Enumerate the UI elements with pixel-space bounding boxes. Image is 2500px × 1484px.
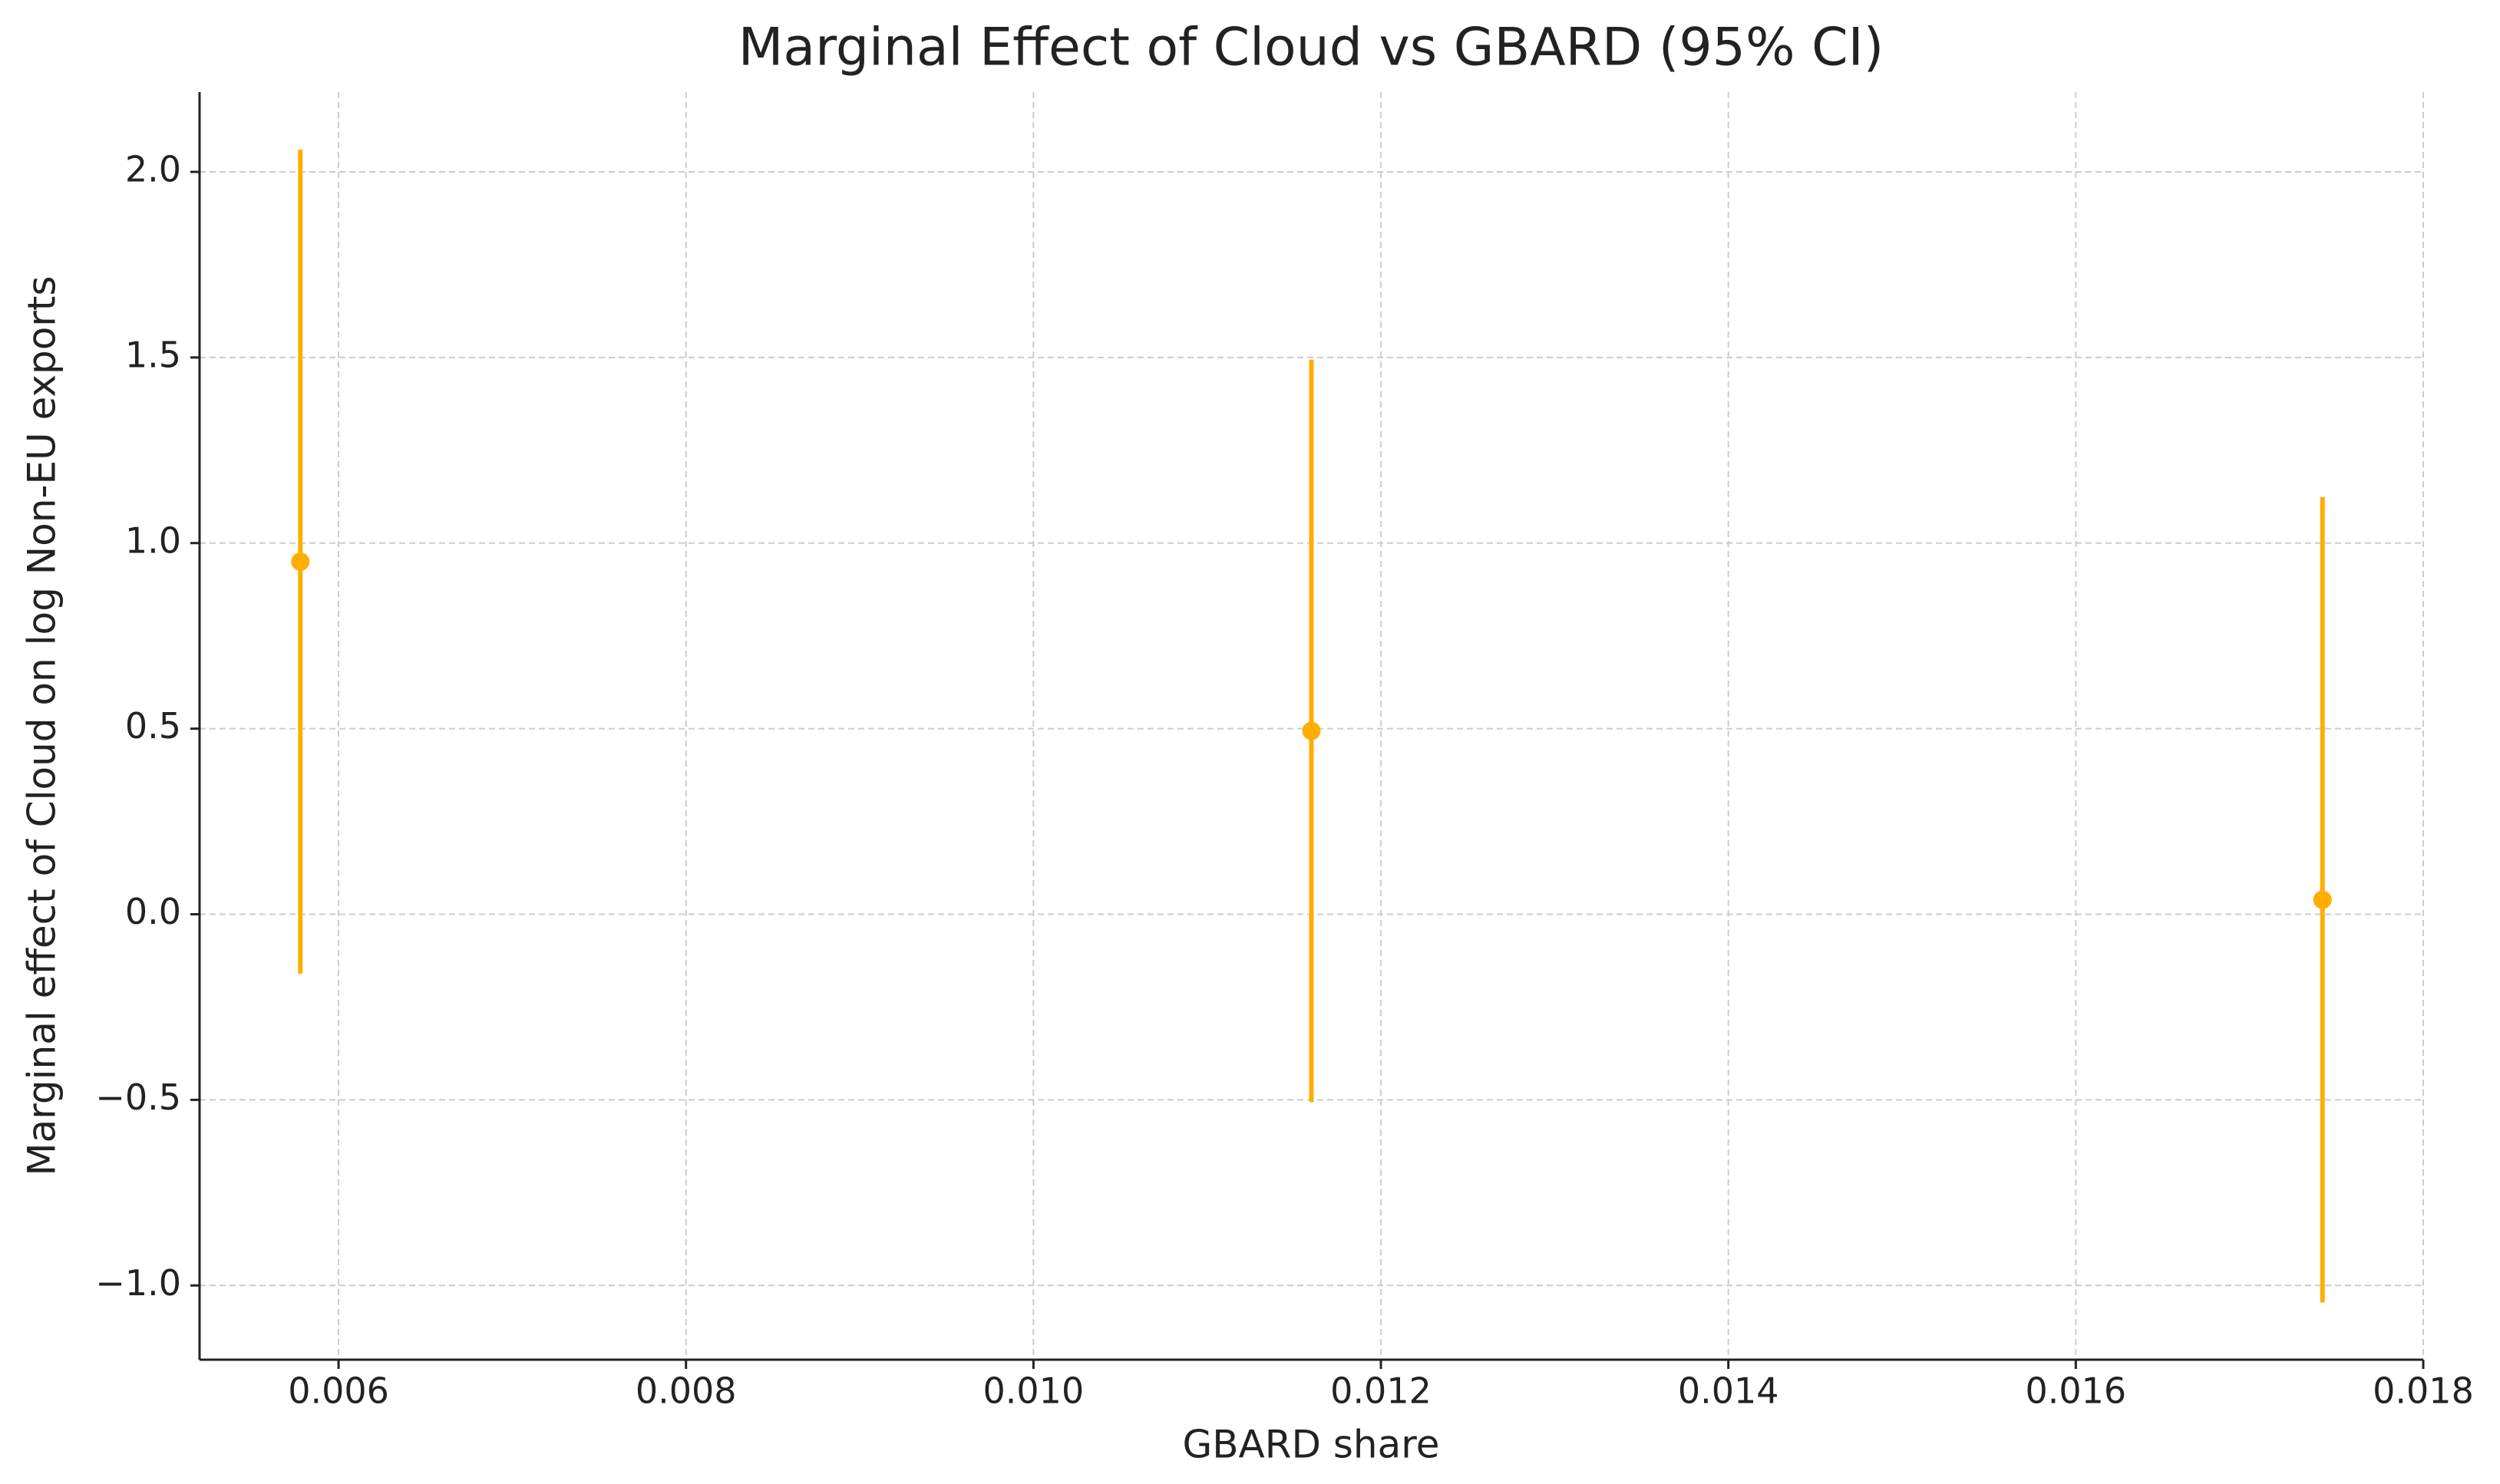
point bbox=[2313, 890, 2332, 909]
x-tick-label: 0.008 bbox=[636, 1370, 737, 1412]
x-tick-label: 0.016 bbox=[2025, 1370, 2126, 1412]
chart-title: Marginal Effect of Cloud vs GBARD (95% C… bbox=[738, 18, 1884, 78]
x-tick-label: 0.014 bbox=[1678, 1370, 1779, 1412]
y-axis-label: Marginal effect of Cloud on log Non-EU e… bbox=[20, 275, 64, 1176]
point bbox=[1302, 721, 1321, 740]
y-tick-label: 0.5 bbox=[125, 705, 181, 747]
y-tick-label: 0.0 bbox=[125, 891, 181, 932]
x-tick-label: 0.018 bbox=[2373, 1370, 2474, 1412]
y-tick-label: 2.0 bbox=[125, 149, 181, 190]
x-tick-label: 0.006 bbox=[288, 1370, 389, 1412]
y-tick-label: 1.0 bbox=[125, 519, 181, 561]
x-axis-label: GBARD share bbox=[1183, 1423, 1440, 1467]
y-tick-label: 1.5 bbox=[125, 334, 181, 375]
x-tick-label: 0.010 bbox=[983, 1370, 1085, 1412]
y-tick-label: −0.5 bbox=[95, 1077, 181, 1118]
y-tick-label: −1.0 bbox=[95, 1262, 181, 1304]
x-tick-label: 0.012 bbox=[1330, 1370, 1432, 1412]
point bbox=[291, 552, 310, 571]
